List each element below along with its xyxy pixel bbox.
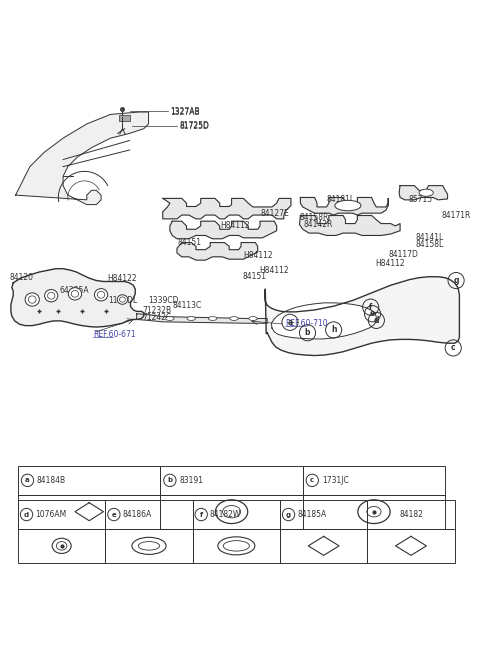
- Bar: [18, 495, 160, 529]
- Text: REF.60-671: REF.60-671: [93, 330, 136, 338]
- Text: h: h: [331, 325, 336, 335]
- Text: 84151: 84151: [242, 272, 266, 281]
- Polygon shape: [137, 314, 267, 323]
- Ellipse shape: [95, 289, 108, 301]
- Bar: [105, 501, 192, 529]
- Text: 85715: 85715: [408, 195, 433, 205]
- Ellipse shape: [230, 317, 238, 320]
- Bar: [303, 495, 445, 529]
- Text: 84120: 84120: [10, 273, 34, 282]
- Text: 81725D: 81725D: [180, 121, 209, 131]
- Bar: [105, 529, 192, 563]
- Bar: [18, 529, 105, 563]
- Bar: [280, 501, 367, 529]
- Ellipse shape: [25, 293, 39, 306]
- Ellipse shape: [166, 317, 174, 320]
- Ellipse shape: [68, 288, 82, 300]
- Text: 84185A: 84185A: [297, 510, 326, 519]
- Polygon shape: [272, 303, 376, 339]
- Text: 71242C: 71242C: [142, 313, 171, 322]
- Text: d: d: [373, 316, 379, 325]
- Ellipse shape: [249, 317, 257, 320]
- Text: c: c: [451, 344, 456, 352]
- Text: g: g: [453, 276, 459, 285]
- Polygon shape: [170, 221, 276, 239]
- Bar: [160, 466, 303, 495]
- Text: 84171R: 84171R: [442, 211, 471, 220]
- Text: 84141L: 84141L: [415, 234, 444, 242]
- Bar: [303, 466, 445, 495]
- Bar: [192, 529, 280, 563]
- Polygon shape: [11, 269, 144, 327]
- Polygon shape: [399, 186, 447, 200]
- Text: 84182W: 84182W: [210, 510, 241, 519]
- Text: c: c: [310, 478, 314, 483]
- Text: 1327AB: 1327AB: [170, 108, 200, 117]
- Ellipse shape: [45, 289, 58, 302]
- Bar: [280, 529, 367, 563]
- Text: e: e: [370, 309, 375, 318]
- Text: 84113C: 84113C: [172, 300, 202, 310]
- Text: H84112: H84112: [259, 266, 289, 275]
- Text: d: d: [24, 512, 29, 518]
- Polygon shape: [16, 112, 148, 205]
- Polygon shape: [265, 277, 459, 356]
- Text: b: b: [305, 328, 310, 337]
- Polygon shape: [300, 197, 388, 215]
- Bar: [160, 495, 303, 529]
- Ellipse shape: [419, 189, 433, 196]
- Text: 81725D: 81725D: [180, 122, 209, 131]
- Text: 84151: 84151: [177, 238, 201, 247]
- Text: H84112: H84112: [221, 221, 250, 230]
- Text: f: f: [200, 512, 203, 518]
- Text: H84122: H84122: [107, 274, 137, 283]
- Text: 1076AM: 1076AM: [35, 510, 66, 519]
- Text: 84158L: 84158L: [415, 240, 444, 249]
- Text: 1125DL: 1125DL: [108, 297, 138, 306]
- Text: 84181L: 84181L: [326, 195, 355, 205]
- Bar: [18, 466, 160, 495]
- Polygon shape: [177, 243, 258, 260]
- Text: 84142R: 84142R: [303, 220, 333, 229]
- Bar: [367, 501, 455, 529]
- Text: b: b: [168, 478, 172, 483]
- Text: REF.60-710: REF.60-710: [285, 319, 328, 328]
- Bar: [367, 529, 455, 563]
- Ellipse shape: [208, 317, 217, 320]
- Text: f: f: [369, 302, 372, 312]
- Text: 84186A: 84186A: [122, 510, 152, 519]
- Bar: [119, 115, 130, 121]
- Text: 1339CD: 1339CD: [148, 297, 179, 306]
- Ellipse shape: [187, 317, 195, 320]
- Text: 84117D: 84117D: [388, 251, 418, 259]
- Ellipse shape: [117, 295, 128, 304]
- Text: 84158R: 84158R: [300, 213, 329, 222]
- Text: 83191: 83191: [180, 476, 204, 485]
- Text: H84112: H84112: [375, 259, 405, 268]
- Text: a: a: [25, 478, 30, 483]
- Text: 84182: 84182: [399, 510, 423, 519]
- Bar: [18, 501, 105, 529]
- Text: 84184B: 84184B: [37, 476, 66, 485]
- Polygon shape: [163, 198, 291, 219]
- Text: e: e: [111, 512, 116, 518]
- Text: g: g: [286, 512, 291, 518]
- Ellipse shape: [335, 200, 361, 211]
- Text: 71232B: 71232B: [142, 306, 171, 316]
- Polygon shape: [300, 216, 400, 236]
- Text: 1731JC: 1731JC: [322, 476, 348, 485]
- Text: a: a: [288, 318, 293, 327]
- Text: 64335A: 64335A: [60, 287, 89, 295]
- Text: 84127E: 84127E: [260, 209, 289, 218]
- Bar: [192, 501, 280, 529]
- Text: H84112: H84112: [243, 251, 273, 260]
- Text: 1327AB: 1327AB: [170, 106, 200, 115]
